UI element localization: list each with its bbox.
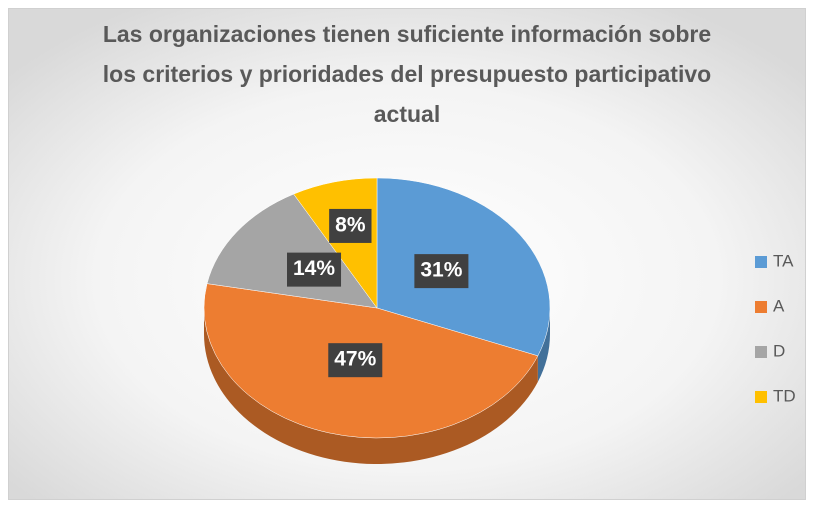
data-label: 31% <box>420 259 462 282</box>
legend-label: A <box>773 296 785 315</box>
legend-label: TD <box>773 386 796 405</box>
slice-side <box>204 308 538 464</box>
plot: 31% 47% 14%8% TA A D TD <box>203 177 796 464</box>
legend-swatch <box>755 256 767 268</box>
legend-label: D <box>773 341 785 360</box>
data-label: 8% <box>335 213 366 236</box>
chart-title: Las organizaciones tienen suficiente inf… <box>102 21 712 127</box>
legend-swatch <box>755 391 767 403</box>
data-label: 47% <box>334 348 376 371</box>
legend-swatch <box>755 346 767 358</box>
data-label: 14% <box>293 257 335 280</box>
data-label-box <box>287 252 342 287</box>
slice-side <box>537 308 550 382</box>
legend-label: TA <box>773 251 794 270</box>
data-label-box <box>329 208 372 243</box>
data-label-box <box>328 343 383 378</box>
data-label-box <box>414 254 469 289</box>
legend-swatch <box>755 301 767 313</box>
